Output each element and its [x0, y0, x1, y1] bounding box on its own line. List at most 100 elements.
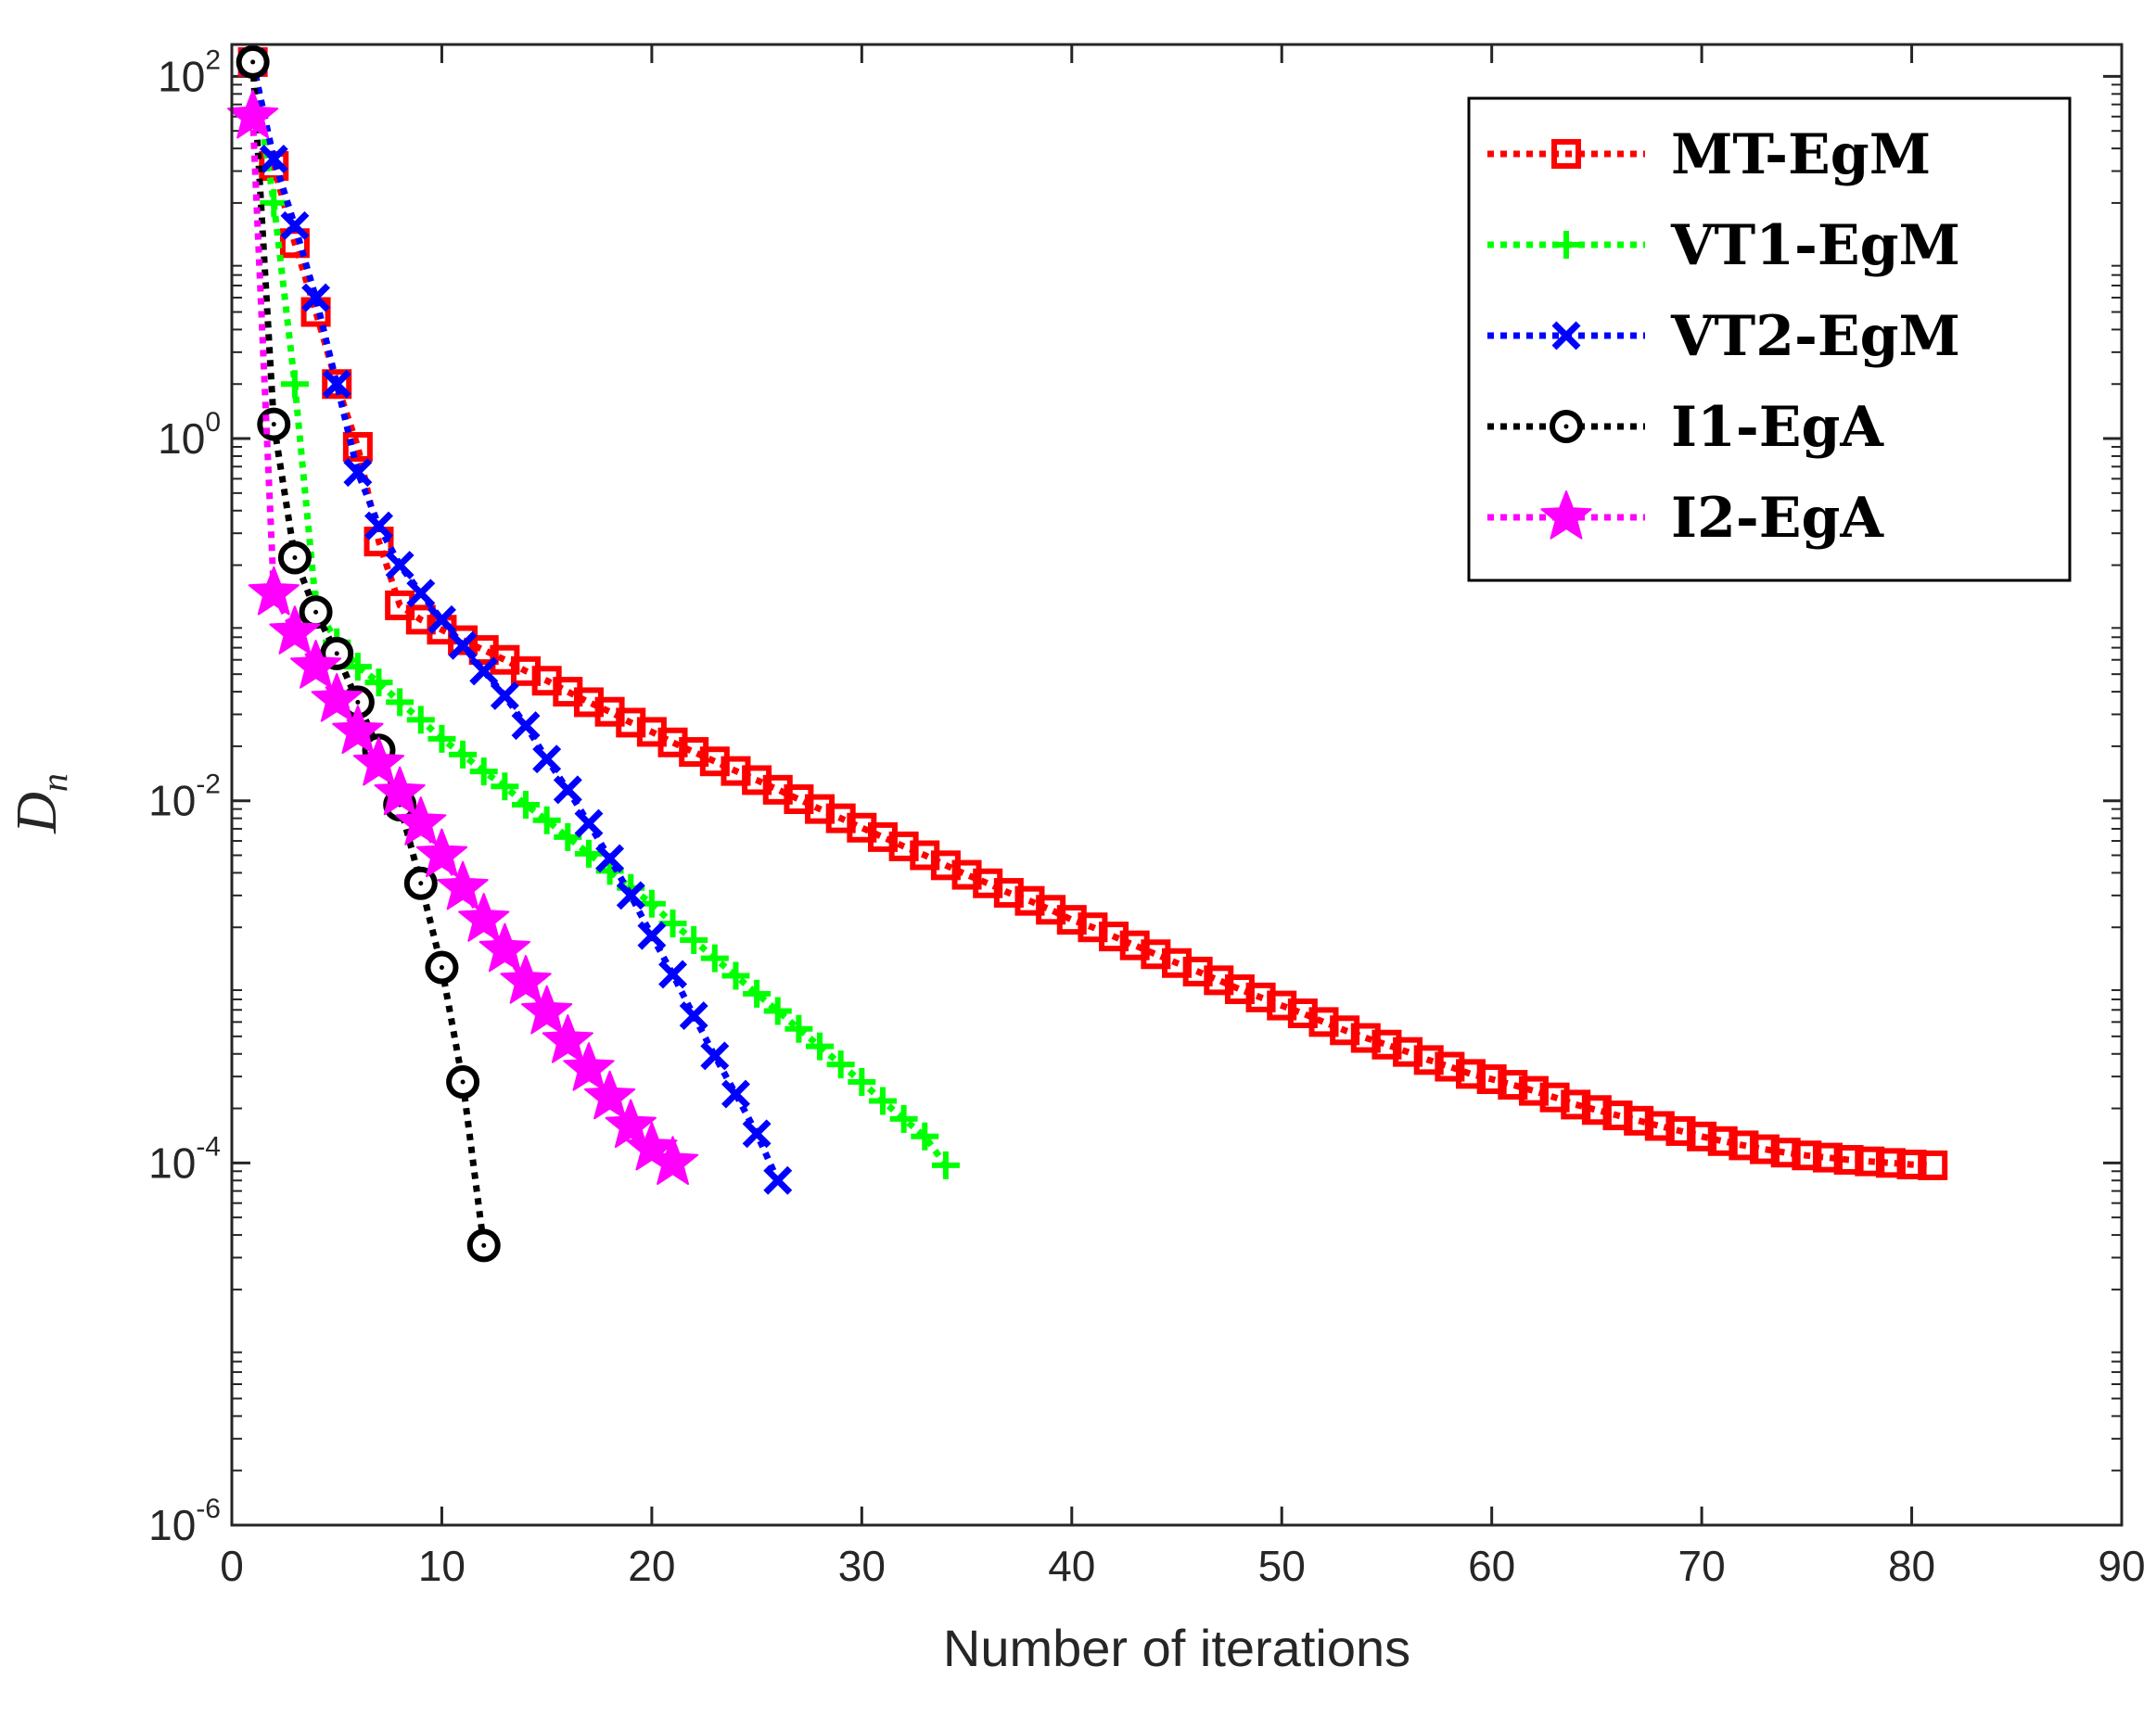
data-point-mt-egm: [888, 831, 919, 861]
data-point-vt1-egm: [763, 997, 792, 1025]
data-point-i2-ega: [605, 1099, 657, 1149]
data-point-mt-egm: [1413, 1045, 1444, 1075]
x-tick-label: 10: [418, 1542, 466, 1590]
data-point-mt-egm: [1707, 1126, 1738, 1156]
data-point-mt-egm: [1833, 1145, 1864, 1176]
y-tick-label-exponent: -6: [196, 1494, 221, 1524]
data-point-vt1-egm: [491, 772, 519, 801]
data-point-vt1-egm: [700, 944, 729, 973]
x-tick-label: 60: [1468, 1542, 1515, 1590]
data-point-vt1-egm: [848, 1068, 876, 1097]
data-point-i2-ega: [584, 1070, 636, 1120]
data-point-vt1-egm: [260, 188, 288, 217]
data-point-vt2-egm: [406, 579, 436, 608]
data-point-vt1-egm: [386, 688, 415, 717]
legend-label: MT-EgM: [1671, 122, 1931, 187]
data-point-vt1-egm: [574, 839, 603, 868]
data-point-vt1-egm: [427, 724, 456, 753]
legend-item-vt2-egm: VT2-EgM: [1487, 304, 1960, 369]
series-layer: [227, 45, 1948, 1263]
data-point-i2-ega: [269, 605, 321, 655]
marker-dot: [439, 965, 444, 971]
major-ticks: [230, 45, 2124, 1527]
data-point-vt2-egm: [616, 881, 645, 910]
data-point-mt-egm: [1141, 939, 1171, 970]
y-tick-label: 100: [158, 407, 221, 463]
marker-dot: [460, 1079, 466, 1085]
data-point-mt-egm: [616, 707, 646, 738]
data-point-vt1-egm: [743, 979, 772, 1008]
marker-dot: [313, 609, 319, 615]
data-point-i1-ega: [425, 950, 459, 985]
data-point-vt2-egm: [511, 711, 541, 741]
x-tick-labels: 0 10 20 30 40 50 60 70 80 90: [220, 1542, 2145, 1590]
marker-dot: [271, 422, 276, 427]
data-point-mt-egm: [805, 794, 836, 824]
data-point-vt2-egm: [490, 681, 519, 710]
data-point-i2-ega: [227, 89, 279, 139]
minor-ticks: [232, 83, 2122, 1472]
data-point-vt2-egm: [469, 656, 499, 686]
data-point-mt-egm: [951, 859, 982, 890]
data-point-vt2-egm: [679, 1001, 708, 1031]
legend-marker: [1551, 139, 1581, 169]
data-point-mt-egm: [1287, 998, 1318, 1028]
y-tick-label-exponent: 2: [205, 45, 221, 75]
data-point-i2-ega: [646, 1136, 699, 1185]
data-point-vt1-egm: [449, 740, 478, 769]
y-tick-label-base: 10: [148, 1138, 196, 1187]
data-point-mt-egm: [1896, 1150, 1927, 1180]
data-point-i1-ega: [277, 541, 312, 575]
data-point-vt1-egm: [406, 706, 435, 734]
data-point-i2-ega: [500, 955, 552, 1004]
data-point-vt1-egm: [868, 1087, 897, 1115]
data-point-mt-egm: [1014, 885, 1045, 916]
y-axis-title: Dn: [6, 773, 75, 834]
data-point-i2-ega: [563, 1042, 615, 1091]
data-point-vt1-egm: [931, 1151, 960, 1179]
data-point-i2-ega: [626, 1121, 678, 1171]
x-tick-label: 30: [838, 1542, 886, 1590]
marker-dot: [418, 881, 424, 886]
y-tick-label-base: 10: [148, 777, 196, 825]
marker-dot: [1563, 424, 1569, 429]
data-point-vt1-egm: [721, 961, 750, 990]
data-point-vt1-egm: [889, 1104, 918, 1133]
data-point-mt-egm: [1456, 1059, 1486, 1089]
data-point-mt-egm: [1687, 1121, 1717, 1151]
data-point-vt2-egm: [301, 283, 331, 312]
legend-item-mt-egm: MT-EgM: [1487, 122, 1931, 187]
data-point-i2-ega: [352, 736, 405, 786]
data-point-i2-ega: [332, 705, 384, 755]
data-point-mt-egm: [1665, 1115, 1696, 1146]
data-point-mt-egm: [1371, 1029, 1402, 1060]
data-point-i1-ega: [236, 45, 270, 79]
data-point-mt-egm: [1435, 1051, 1465, 1082]
data-point-i2-ega: [374, 766, 426, 816]
data-point-vt1-egm: [554, 822, 582, 851]
legend-marker: [1550, 410, 1583, 443]
series-vt2-egm: [238, 47, 793, 1195]
data-point-mt-egm: [1750, 1134, 1780, 1164]
data-point-vt2-egm: [595, 844, 625, 873]
legend-label: VT1-EgM: [1670, 213, 1960, 278]
data-point-vt2-egm: [532, 744, 562, 774]
y-tick-label: 10-4: [148, 1131, 221, 1187]
x-tick-label: 90: [2098, 1542, 2145, 1590]
legend-label: VT2-EgM: [1670, 304, 1960, 369]
x-tick-label: 70: [1678, 1542, 1726, 1590]
data-point-vt2-egm: [700, 1041, 730, 1071]
data-point-mt-egm: [1350, 1023, 1381, 1053]
data-point-mt-egm: [1729, 1130, 1759, 1161]
marker-dot: [481, 1242, 487, 1248]
data-point-mt-egm: [342, 431, 373, 462]
data-point-vt2-egm: [742, 1119, 772, 1149]
legend-marker: [1551, 321, 1581, 350]
y-tick-label-exponent: 0: [205, 407, 221, 438]
y-tick-label: 102: [158, 45, 221, 100]
data-point-i2-ega: [289, 640, 342, 689]
data-point-vt1-egm: [364, 668, 393, 697]
data-point-mt-egm: [1875, 1148, 1906, 1178]
